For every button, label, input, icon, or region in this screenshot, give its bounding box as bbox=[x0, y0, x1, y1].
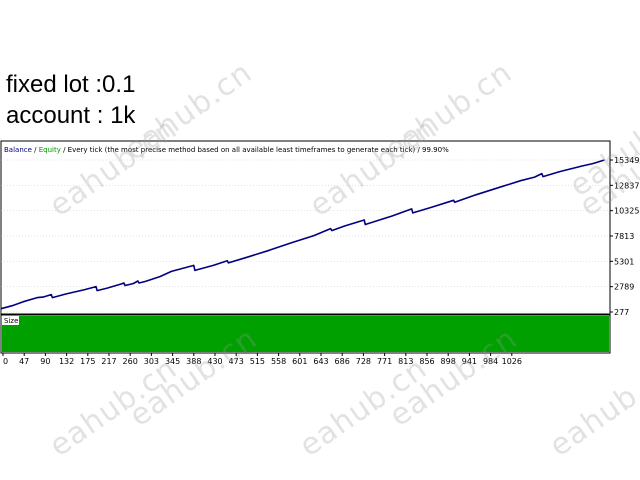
x-tick-label: 0 bbox=[3, 357, 8, 366]
size-bars bbox=[2, 316, 609, 352]
x-tick-label: 132 bbox=[59, 357, 74, 366]
chart-description: / Every tick (the most precise method ba… bbox=[61, 146, 449, 154]
x-tick-label: 388 bbox=[186, 357, 201, 366]
x-tick-label: 217 bbox=[101, 357, 116, 366]
x-tick-label: 728 bbox=[356, 357, 371, 366]
x-tick-label: 643 bbox=[313, 357, 328, 366]
balance-line bbox=[0, 159, 605, 310]
y-tick-label: 10325 bbox=[614, 207, 639, 216]
y-tick-label: 12837 bbox=[614, 181, 639, 190]
legend-equity: Equity bbox=[39, 146, 61, 154]
size-panel-label: Size bbox=[4, 317, 18, 325]
x-tick-label: 941 bbox=[462, 357, 477, 366]
x-tick-label: 558 bbox=[271, 357, 286, 366]
x-tick-label: 898 bbox=[441, 357, 456, 366]
x-tick-label: 856 bbox=[419, 357, 434, 366]
chart-header: Balance / Equity / Every tick (the most … bbox=[4, 146, 449, 154]
x-tick-label: 686 bbox=[335, 357, 350, 366]
series-layer bbox=[0, 159, 605, 310]
x-tick-label: 473 bbox=[229, 357, 244, 366]
x-tick-label: 515 bbox=[250, 357, 265, 366]
x-tick-label: 175 bbox=[80, 357, 95, 366]
y-tick-label: 15349 bbox=[614, 156, 639, 165]
caption-fixed-lot: fixed lot :0.1 bbox=[6, 71, 136, 98]
x-tick-label: 813 bbox=[398, 357, 413, 366]
x-tick-label: 601 bbox=[292, 357, 307, 366]
x-tick-label: 771 bbox=[377, 357, 392, 366]
x-tick-label: 984 bbox=[483, 357, 498, 366]
legend-balance: Balance bbox=[4, 146, 32, 154]
x-tick-label: 90 bbox=[40, 357, 50, 366]
x-tick-label: 345 bbox=[165, 357, 180, 366]
y-axis: 15349 12837 10325 7813 5301 2789 277 bbox=[610, 156, 639, 317]
x-tick-label: 430 bbox=[207, 357, 222, 366]
balance-panel bbox=[0, 140, 611, 315]
x-tick-label: 303 bbox=[144, 357, 159, 366]
y-tick-label: 5301 bbox=[614, 257, 634, 266]
x-tick-label: 47 bbox=[19, 357, 29, 366]
y-tick-label: 7813 bbox=[614, 232, 634, 241]
y-tick-label: 2789 bbox=[614, 283, 634, 292]
x-tick-label: 1026 bbox=[502, 357, 522, 366]
x-axis: 0 47 90 132 175 217 260 303 345 388 430 473 515 558 60… bbox=[2, 353, 522, 366]
caption-account: account : 1k bbox=[6, 102, 136, 129]
x-tick-label: 260 bbox=[123, 357, 138, 366]
y-tick-label: 277 bbox=[614, 308, 629, 317]
